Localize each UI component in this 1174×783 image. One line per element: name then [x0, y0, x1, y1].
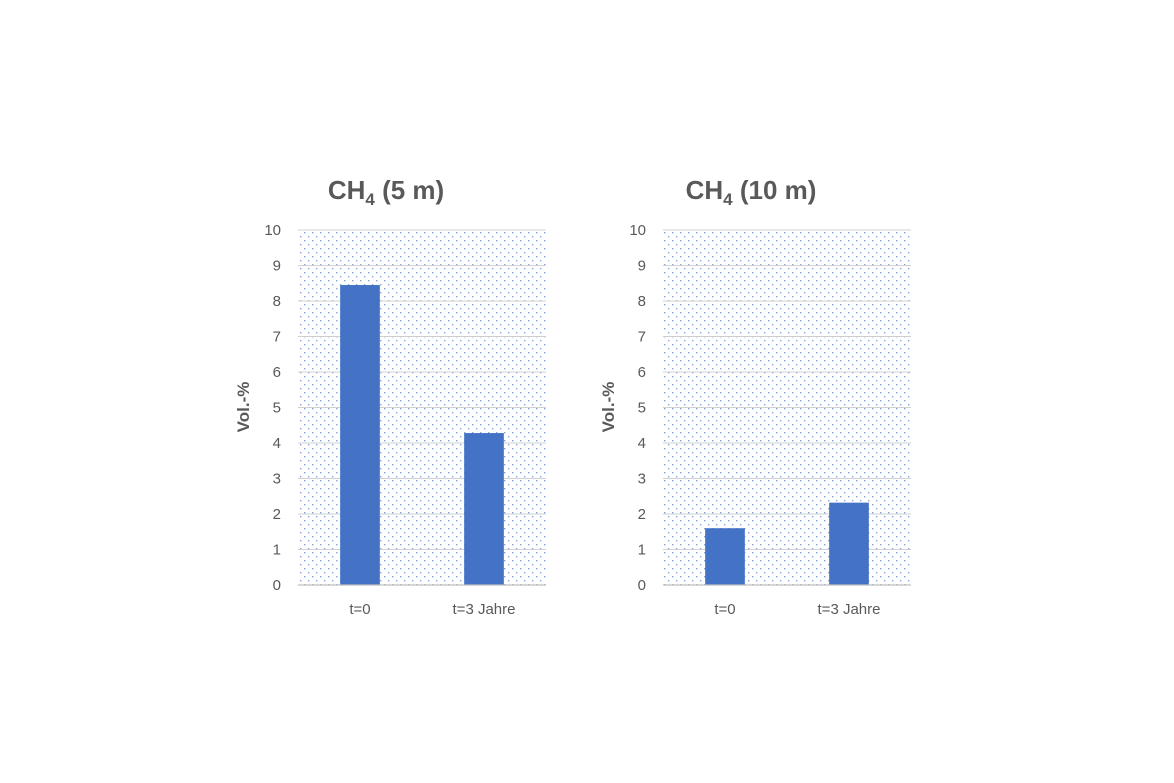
- plot-area: 0 1 2 3 4 5 6 7 8 9 10 t=0 t=3 Jahre: [264, 222, 546, 618]
- chart-title: CH4 (10 m): [686, 175, 817, 209]
- y-axis-label: Vol.-%: [234, 382, 253, 433]
- y-tick-label: 9: [638, 258, 646, 275]
- y-tick-label: 6: [273, 364, 281, 381]
- title-main: CH: [686, 175, 724, 205]
- x-tick-label: t=3 Jahre: [818, 601, 881, 618]
- bar: [705, 528, 745, 585]
- y-tick-label: 3: [638, 471, 646, 488]
- x-tick-label: t=3 Jahre: [453, 601, 516, 618]
- y-tick-label: 9: [273, 258, 281, 275]
- bar: [464, 433, 504, 585]
- title-rest: (10 m): [733, 175, 817, 205]
- y-tick-label: 1: [638, 542, 646, 559]
- y-tick-label: 3: [273, 471, 281, 488]
- chart-title: CH4 (5 m): [328, 175, 444, 209]
- plot-area: 0 1 2 3 4 5 6 7 8 9 10 t=0 t=3 Jahre: [629, 222, 911, 618]
- y-tick-label: 10: [264, 222, 281, 239]
- title-rest: (5 m): [375, 175, 444, 205]
- y-tick-label: 1: [273, 542, 281, 559]
- y-tick-label: 8: [273, 293, 281, 310]
- y-tick-label: 5: [273, 400, 281, 417]
- y-tick-label: 10: [629, 222, 646, 239]
- y-tick-label: 0: [273, 577, 281, 594]
- y-tick-label: 4: [273, 435, 281, 452]
- y-tick-label: 7: [638, 329, 646, 346]
- y-tick-label: 0: [638, 577, 646, 594]
- y-tick-label: 4: [638, 435, 646, 452]
- title-main: CH: [328, 175, 366, 205]
- bar: [340, 285, 380, 585]
- y-tick-label: 8: [638, 293, 646, 310]
- title-subscript: 4: [723, 190, 733, 209]
- x-tick-label: t=0: [349, 601, 370, 618]
- y-tick-label: 6: [638, 364, 646, 381]
- title-subscript: 4: [365, 190, 375, 209]
- bar: [829, 502, 869, 585]
- y-tick-label: 2: [638, 506, 646, 523]
- y-tick-label: 5: [638, 400, 646, 417]
- y-tick-label: 2: [273, 506, 281, 523]
- y-tick-label: 7: [273, 329, 281, 346]
- y-axis-label: Vol.-%: [599, 382, 618, 433]
- x-tick-label: t=0: [714, 601, 735, 618]
